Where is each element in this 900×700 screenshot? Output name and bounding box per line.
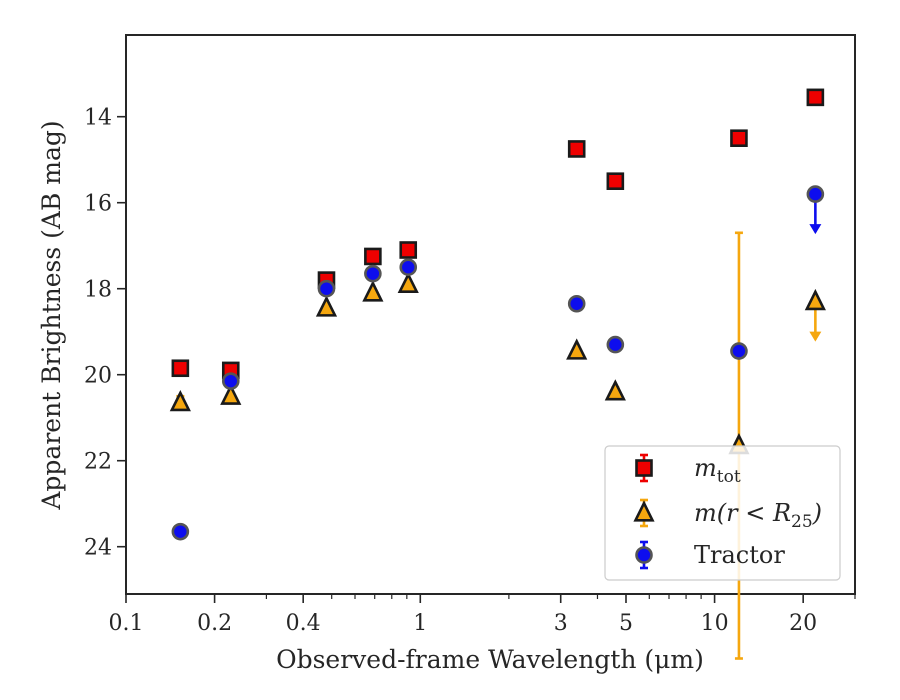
legend-box (604, 445, 841, 581)
marker-triangle (362, 280, 384, 302)
upper-limit-arrowhead (809, 331, 822, 342)
y-tick-label: 18 (84, 278, 112, 303)
data-point (566, 338, 588, 360)
marker-triangle (397, 271, 419, 294)
x-tick-label: 20 (789, 611, 817, 636)
legend-entry: Tractor (635, 540, 785, 570)
data-point (606, 172, 625, 190)
data-point (220, 383, 242, 405)
x-tick-label: 5 (619, 611, 633, 636)
data-point (171, 522, 190, 541)
marker-triangle (804, 288, 826, 311)
data-point (399, 258, 418, 277)
marker-circle (806, 185, 825, 203)
data-point (604, 379, 626, 401)
upper-limit-arrowhead (809, 224, 822, 235)
marker-circle (317, 279, 336, 298)
data-point (364, 264, 382, 283)
legend-label: Tractor (694, 541, 785, 569)
x-tick-label: 10 (701, 611, 729, 636)
data-point (221, 372, 240, 390)
marker-square (399, 241, 418, 259)
data-point (169, 389, 191, 412)
marker-circle (606, 335, 625, 354)
marker-circle (364, 264, 382, 283)
legend-label: mtot (694, 454, 741, 487)
y-tick-label: 16 (84, 192, 112, 217)
data-point (399, 241, 418, 259)
x-tick-label: 0.4 (286, 611, 321, 636)
marker-triangle (169, 389, 191, 412)
plot-frame (125, 34, 856, 595)
data-point (730, 129, 748, 147)
legend-entry: m(r < R25) (633, 498, 822, 532)
data-point (806, 185, 825, 235)
data-point (315, 295, 338, 317)
series-square (171, 88, 825, 380)
x-axis: 0.1 0.2 0.4 1 3 5 10 20 (109, 594, 856, 636)
marker-triangle (315, 295, 338, 317)
data-point (397, 271, 419, 294)
series-triangle (169, 231, 826, 660)
marker-triangle (604, 379, 626, 401)
plot-area (125, 34, 856, 660)
y-axis-label: Apparent Brightness (AB mag) (37, 120, 66, 510)
marker-triangle (566, 338, 588, 360)
marker-square (806, 88, 825, 107)
marker-square (606, 172, 625, 190)
x-tick-label: 1 (413, 611, 427, 636)
data-point (317, 279, 336, 298)
x-tick-label: 0.2 (197, 611, 232, 636)
data-point (567, 294, 586, 313)
data-point (567, 140, 586, 158)
legend-marker-square (635, 459, 653, 477)
x-tick-label: 0.1 (109, 611, 144, 636)
legend-marker-circle (635, 546, 653, 564)
series-circle (171, 185, 825, 541)
marker-circle (567, 294, 586, 313)
marker-circle (171, 522, 190, 541)
data-point (171, 359, 190, 378)
marker-square (364, 247, 382, 266)
marker-circle (730, 342, 748, 360)
legend-entry: mtot (635, 453, 741, 487)
marker-triangle (220, 383, 242, 405)
y-tick-label: 22 (84, 450, 112, 475)
x-axis-label: Observed-frame Wavelength (μm) (276, 645, 704, 674)
y-tick-label: 24 (84, 536, 112, 561)
legend-label: m(r < R25) (694, 499, 822, 532)
data-point (730, 342, 748, 360)
data-point (364, 247, 382, 266)
y-tick-label: 20 (84, 364, 112, 389)
marker-square (730, 129, 748, 147)
marker-square (171, 359, 190, 378)
marker-square (567, 140, 586, 158)
marker-circle (221, 372, 240, 390)
data-point (804, 288, 826, 342)
y-tick-label: 14 (84, 106, 112, 131)
data-point (606, 335, 625, 354)
data-point (806, 88, 825, 107)
legend: mtot m(r < R25) Tractor (604, 445, 841, 581)
x-tick-label: 3 (554, 611, 568, 636)
data-point (362, 280, 384, 302)
marker-circle (399, 258, 418, 277)
legend-marker-triangle (633, 500, 655, 522)
y-axis: 14 16 18 20 22 24 (84, 106, 126, 561)
